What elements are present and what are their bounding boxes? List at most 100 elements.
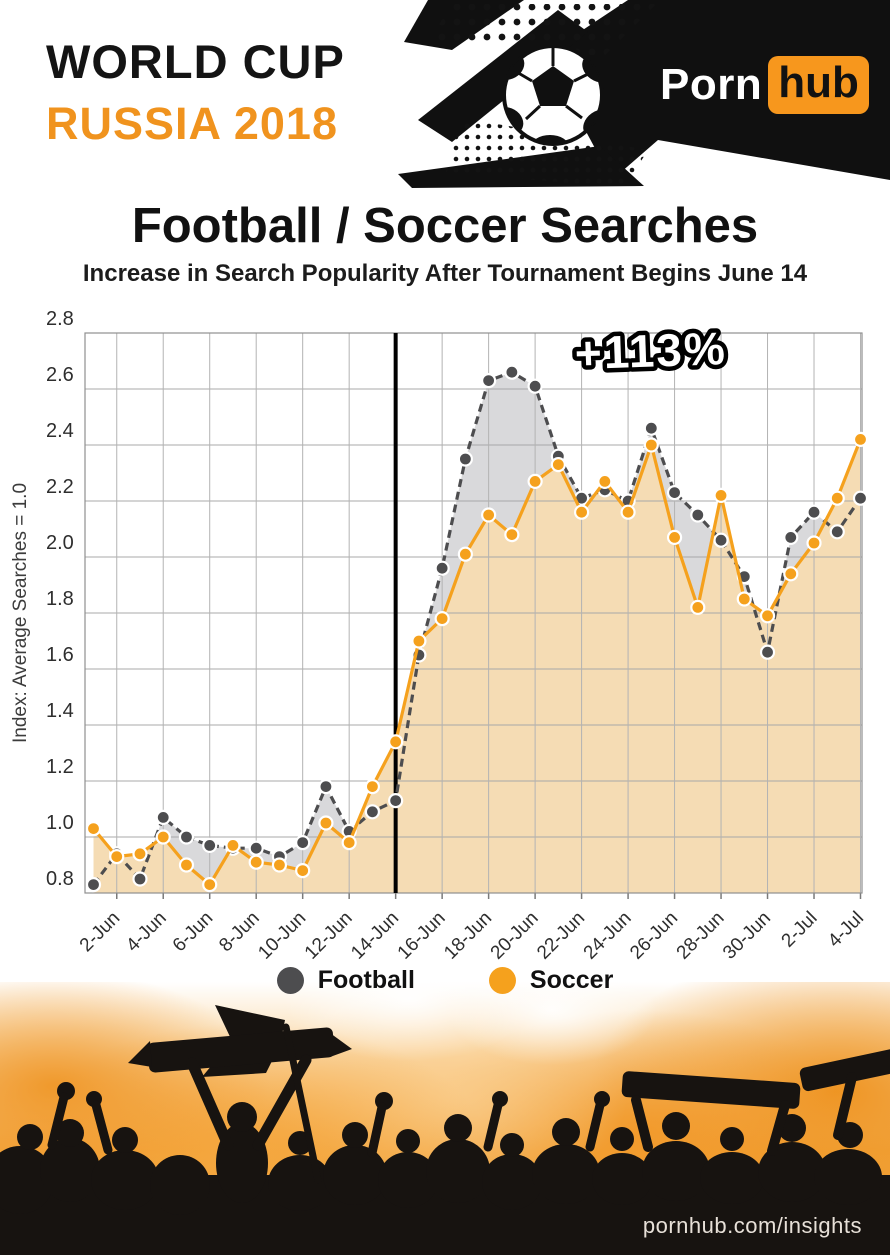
- svg-text:4-Jun: 4-Jun: [122, 908, 170, 956]
- soccer-point: [434, 611, 450, 627]
- svg-text:16-Jun: 16-Jun: [394, 908, 450, 960]
- football-point: [666, 485, 683, 501]
- soccer-point: [852, 431, 869, 447]
- soccer-point: [388, 734, 404, 750]
- soccer-point: [829, 490, 845, 506]
- svg-text:2.0: 2.0: [46, 532, 74, 554]
- soccer-point: [481, 507, 497, 523]
- soccer-ball-icon: [502, 44, 604, 146]
- chart-container: 0.8 1.0 1.2 1.4 1.6 1.8 2.0 2.2 2.4 2.6 2.8 2-Jun 4-…: [0, 300, 890, 964]
- world-cup-title: WORLD CUP: [46, 35, 345, 88]
- football-point: [783, 529, 799, 545]
- soccer-point: [155, 829, 171, 845]
- soccer-swatch-icon: [488, 967, 516, 994]
- search-index-chart: 0.81.01.21.41.61.82.02.22.42.62.82-Jun4-…: [10, 308, 869, 964]
- soccer-point: [806, 535, 822, 551]
- soccer-point: [713, 487, 729, 503]
- soccer-point: [109, 848, 125, 865]
- legend-item-soccer: Soccer: [488, 966, 613, 995]
- football-point: [713, 532, 729, 548]
- football-line: [92, 370, 862, 886]
- soccer-point: [527, 473, 543, 489]
- header: WORLD CUP RUSSIA 2018 Porn hub: [0, 0, 890, 192]
- soccer-point: [411, 633, 427, 649]
- svg-text:2.8: 2.8: [46, 308, 74, 330]
- watercolor-background: pornhub.com/insights: [0, 982, 890, 1255]
- football-point: [85, 876, 102, 893]
- svg-text:26-Jun: 26-Jun: [626, 908, 682, 960]
- russia-2018-title: RUSSIA 2018: [46, 98, 338, 149]
- svg-text:20-Jun: 20-Jun: [487, 908, 543, 960]
- soccer-point: [666, 529, 683, 545]
- insights-url: pornhub.com/insights: [642, 1213, 862, 1238]
- football-point: [434, 560, 450, 576]
- svg-text:12-Jun: 12-Jun: [301, 908, 357, 960]
- football-point: [643, 420, 659, 436]
- crowd-silhouette: [0, 1005, 890, 1255]
- soccer-line: [92, 438, 862, 887]
- svg-text:14-Jun: 14-Jun: [347, 908, 403, 960]
- soccer-point: [341, 834, 357, 851]
- svg-text:30-Jun: 30-Jun: [719, 908, 775, 960]
- halftone-dots-bottom: [446, 118, 648, 188]
- football-point: [829, 524, 845, 540]
- svg-text:22-Jun: 22-Jun: [533, 908, 589, 960]
- soccer-point: [643, 437, 659, 453]
- svg-text:28-Jun: 28-Jun: [673, 908, 729, 960]
- chart-legend: Football Soccer: [0, 966, 890, 995]
- football-point: [295, 834, 311, 851]
- svg-text:2.6: 2.6: [46, 364, 74, 386]
- pornhub-logo: Porn hub: [660, 56, 869, 114]
- football-swatch-icon: [276, 967, 304, 994]
- legend-item-football: Football: [276, 966, 415, 995]
- football-point: [202, 837, 218, 854]
- peak-annotation: +113%: [574, 322, 728, 379]
- page-title: Football / Soccer Searches: [131, 199, 759, 253]
- football-point: [806, 504, 822, 520]
- soccer-point: [248, 854, 264, 870]
- svg-text:18-Jun: 18-Jun: [440, 908, 496, 960]
- football-point: [759, 644, 776, 660]
- soccer-point: [550, 457, 566, 473]
- football-point: [318, 779, 334, 795]
- pornhub-logo-porn: Porn: [660, 60, 763, 109]
- soccer-point: [295, 862, 311, 879]
- soccer-point: [736, 591, 752, 607]
- soccer-point: [202, 876, 218, 893]
- soccer-point: [597, 473, 613, 489]
- soccer-area: [93, 439, 861, 893]
- legend-label-football: Football: [317, 966, 415, 994]
- svg-text:1.0: 1.0: [46, 812, 74, 834]
- svg-text:2.2: 2.2: [46, 476, 74, 498]
- soccer-point: [690, 599, 706, 615]
- soccer-point: [504, 527, 520, 543]
- svg-text:10-Jun: 10-Jun: [254, 908, 310, 960]
- svg-text:6-Jun: 6-Jun: [169, 908, 217, 956]
- svg-text:2-Jun: 2-Jun: [76, 908, 124, 956]
- football-point: [364, 804, 381, 820]
- football-point: [481, 372, 497, 389]
- soccer-point: [271, 857, 288, 873]
- football-point: [457, 451, 473, 467]
- page-subtitle: Increase in Search Popularity After Tour…: [82, 260, 808, 287]
- soccer-point: [85, 820, 102, 837]
- soccer-point: [178, 857, 195, 873]
- svg-text:2.4: 2.4: [46, 420, 74, 442]
- football-point: [852, 490, 869, 506]
- football-point: [388, 793, 404, 809]
- header-banner-graphic: [398, 0, 890, 188]
- soccer-point: [132, 846, 148, 862]
- pornhub-logo-hub: hub: [768, 56, 869, 114]
- soccer-point: [573, 504, 590, 520]
- y-axis-title: Index: Average Searches = 1.0: [10, 483, 31, 743]
- soccer-point: [759, 608, 776, 624]
- svg-text:1.4: 1.4: [46, 700, 74, 722]
- svg-text:1.8: 1.8: [46, 588, 74, 610]
- football-point: [504, 364, 520, 380]
- football-point: [527, 378, 543, 394]
- soccer-point: [620, 504, 636, 520]
- football-point: [155, 809, 171, 826]
- football-point: [132, 871, 148, 887]
- soccer-point: [225, 837, 241, 854]
